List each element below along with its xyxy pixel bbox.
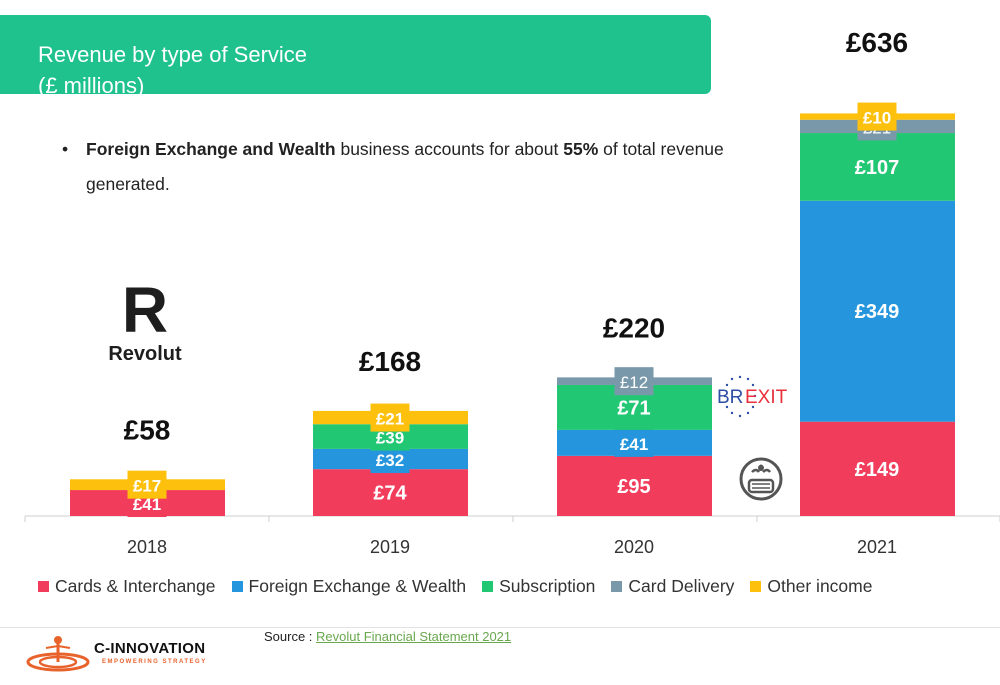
svg-text:Revolut: Revolut — [108, 343, 182, 365]
c-innovation-name: C-INNOVATION — [94, 640, 206, 657]
bar-segment — [800, 133, 955, 201]
brexit-logo: BR EXIT — [717, 375, 788, 418]
data-label: £74 — [373, 483, 407, 505]
legend-item-fx: Foreign Exchange & Wealth — [231, 576, 467, 597]
chart-subtitle: (£ millions) — [38, 73, 145, 98]
x-tick-label: 2020 — [614, 537, 654, 557]
bar-segment — [313, 469, 468, 516]
data-label: £10 — [863, 109, 891, 128]
legend-swatch-subscription — [482, 581, 494, 592]
legend-label-delivery: Card Delivery — [628, 576, 735, 596]
data-label: £21 — [376, 410, 404, 429]
data-label: £17 — [133, 477, 161, 496]
data-label: £41 — [133, 495, 161, 514]
bullet-text-2: of total revenue generated. — [86, 139, 724, 194]
legend-label-other: Other income — [767, 576, 873, 596]
data-label-background — [857, 102, 897, 131]
bullet-text: Foreign Exchange and Wealth business acc… — [86, 132, 736, 202]
legend-label-fx: Foreign Exchange & Wealth — [248, 576, 467, 596]
data-label: £71 — [617, 397, 650, 419]
data-label: £149 — [855, 459, 900, 481]
data-label: £95 — [617, 476, 650, 498]
legend-label-subscription: Subscription — [499, 576, 596, 596]
revolut-r-icon: R Revolut — [108, 274, 182, 365]
brexit-br: BR — [717, 387, 743, 408]
chart-legend: Cards & Interchange Foreign Exchange & W… — [38, 576, 888, 597]
footer-divider — [0, 627, 1000, 628]
bar-total-label: £168 — [359, 346, 421, 377]
legend-swatch-fx — [231, 581, 243, 592]
data-label: £12 — [620, 373, 648, 392]
face-mask-icon — [739, 457, 783, 501]
source-note: Source : Revolut Financial Statement 202… — [264, 629, 511, 644]
legend-swatch-cards — [38, 581, 49, 592]
data-label: £32 — [376, 451, 404, 470]
data-label-background — [370, 403, 410, 432]
bullet-bold-2: 55% — [563, 139, 599, 159]
legend-item-delivery: Card Delivery — [611, 576, 734, 597]
chart-title: Revenue by type of Service — [38, 42, 308, 67]
data-label-background — [127, 470, 167, 499]
c-innovation-mark-icon — [26, 636, 90, 672]
bullet-text-1: business accounts for about — [335, 139, 564, 159]
data-label: £41 — [620, 435, 648, 454]
bar-segment — [800, 200, 955, 422]
data-label: £107 — [855, 157, 900, 179]
data-label-background — [614, 367, 654, 396]
bar-total-label: £220 — [603, 312, 665, 343]
title-banner: Revenue by type of Service (£ millions) — [0, 15, 711, 98]
svg-text:R: R — [122, 280, 168, 346]
legend-swatch-other — [750, 581, 762, 592]
bullet-dot: • — [62, 139, 69, 159]
legend-swatch-delivery — [611, 581, 623, 592]
x-tick-label: 2021 — [857, 537, 897, 557]
x-tick-label: 2019 — [370, 537, 410, 557]
revolut-logo: R Revolut — [100, 274, 190, 375]
legend-item-subscription: Subscription — [482, 576, 595, 597]
bar-total-label: £636 — [846, 27, 908, 58]
source-link[interactable]: Revolut Financial Statement 2021 — [316, 629, 512, 644]
bar-segment — [557, 455, 712, 516]
bar-segment — [800, 421, 955, 516]
x-tick-label: 2018 — [127, 537, 167, 557]
legend-item-cards: Cards & Interchange — [38, 576, 216, 597]
c-innovation-logo: C-INNOVATION EMPOWERING STRATEGY — [26, 632, 226, 678]
eu-stars — [723, 375, 757, 418]
bullet-bold-1: Foreign Exchange and Wealth — [86, 139, 336, 159]
legend-item-other: Other income — [750, 576, 872, 597]
data-label: £39 — [376, 429, 404, 448]
source-label: Source : — [264, 629, 317, 644]
brexit-exit: EXIT — [745, 387, 788, 408]
c-innovation-tagline: EMPOWERING STRATEGY — [102, 659, 207, 665]
data-label-background — [614, 428, 654, 457]
bar-total-label: £58 — [124, 414, 171, 445]
data-label: £349 — [855, 301, 900, 323]
legend-label-cards: Cards & Interchange — [55, 576, 216, 596]
